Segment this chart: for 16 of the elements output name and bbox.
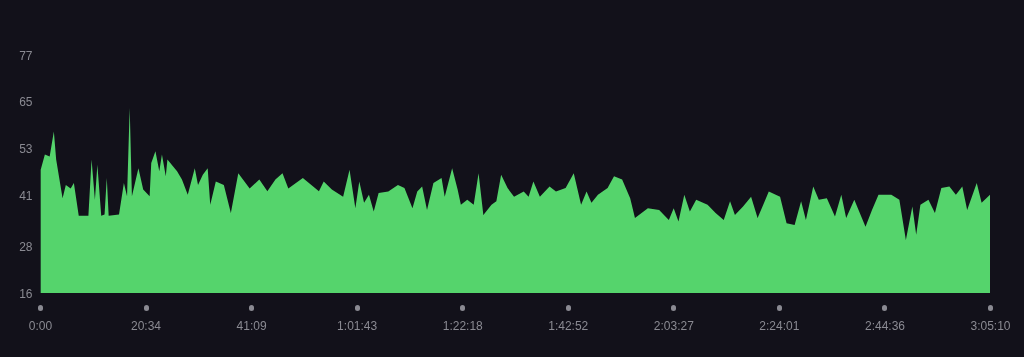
x-tick-label: 1:42:52: [548, 318, 589, 333]
x-tick-label: 2:44:36: [864, 318, 906, 333]
x-tick-label: 2:24:01: [759, 318, 800, 333]
y-tick-label: 53: [19, 142, 33, 157]
y-tick-label: 28: [19, 239, 33, 254]
x-tick-label: 41:09: [236, 318, 267, 333]
x-tick-label: 0:00: [28, 318, 53, 333]
x-tick-label: 2:03:27: [653, 318, 695, 333]
y-tick-label: 77: [19, 48, 33, 63]
y-tick-label: 41: [19, 188, 33, 203]
y-tick-label: 65: [19, 95, 33, 110]
y-tick-label: 16: [19, 286, 33, 301]
x-tick-label: 20:34: [131, 318, 162, 333]
x-tick-label: 1:22:18: [442, 318, 484, 333]
x-tick-label: 3:05:10: [970, 318, 1011, 333]
x-tick-label: 1:01:43: [337, 318, 378, 333]
